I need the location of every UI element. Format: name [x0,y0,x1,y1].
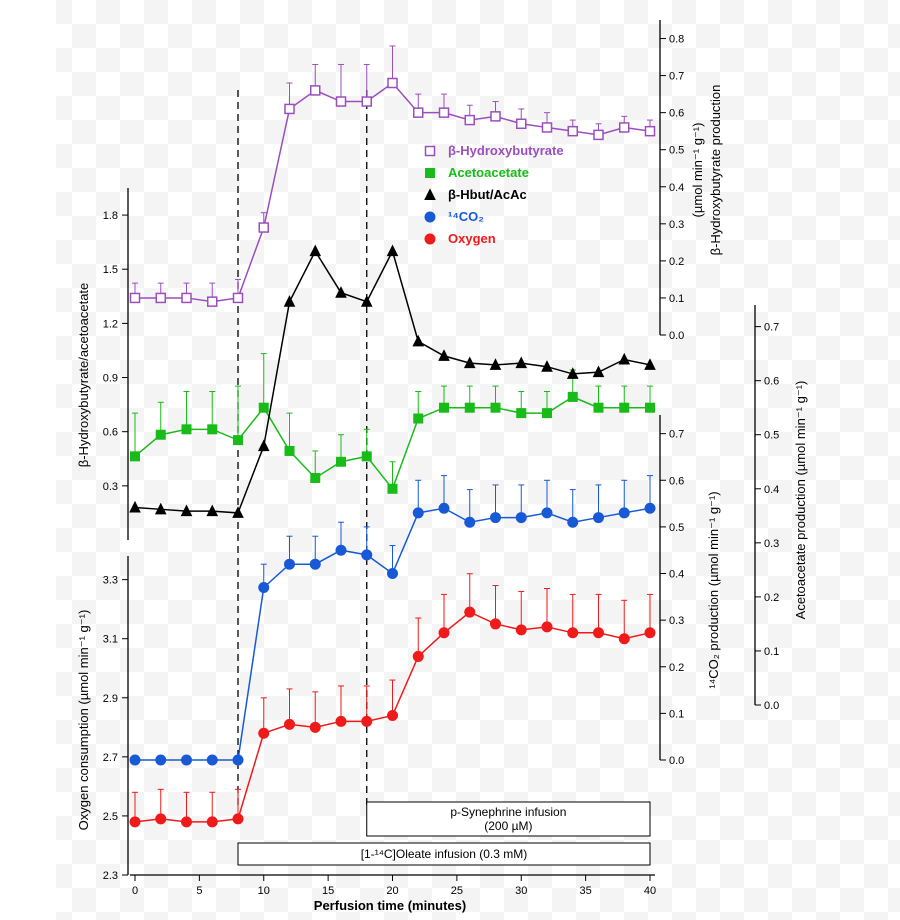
svg-text:1.2: 1.2 [103,318,118,330]
svg-text:0.5: 0.5 [669,522,684,534]
info-box-syn-line1: p-Synephrine infusion [450,805,566,819]
svg-text:30: 30 [515,885,527,897]
svg-text:0.1: 0.1 [669,293,684,305]
svg-text:0.4: 0.4 [669,569,684,581]
info-box-oleate: [1-¹⁴C]Oleate infusion (0.3 mM) [238,843,650,865]
svg-text:0.6: 0.6 [764,376,779,388]
legend-item-0: β-Hydroxybutyrate [448,143,564,158]
svg-text:0.1: 0.1 [669,708,684,720]
svg-text:0.5: 0.5 [764,430,779,442]
chart-svg: 0.3 0.6 0.9 1.2 1.5 1.8 β-Hydroxybutyrate/acet… [0,0,900,920]
svg-text:0.7: 0.7 [669,429,684,441]
svg-text:0.3: 0.3 [764,538,779,550]
svg-text:2.9: 2.9 [103,693,118,705]
svg-text:0: 0 [132,885,138,897]
info-box-syn: p-Synephrine infusion(200 µM) [367,802,650,836]
svg-text:0.5: 0.5 [669,145,684,157]
svg-text:3.3: 3.3 [103,575,118,587]
svg-text:2.3: 2.3 [103,870,118,882]
svg-text:15: 15 [322,885,334,897]
checker-bg [56,0,900,920]
svg-text:0.0: 0.0 [669,755,684,767]
svg-text:(µmol min⁻¹ g⁻¹): (µmol min⁻¹ g⁻¹) [690,123,705,218]
svg-text:0.2: 0.2 [669,256,684,268]
svg-text:0.8: 0.8 [669,34,684,46]
info-box-syn-line2: (200 µM) [484,819,532,833]
svg-text:0.9: 0.9 [103,373,118,385]
axis-title-oxygen: Oxygen consumption (µmol min⁻¹ g⁻¹) [76,610,91,831]
svg-text:10: 10 [258,885,270,897]
svg-text:0.7: 0.7 [764,322,779,334]
axis-title-acac: Acetoacetate production (µmol min⁻¹ g⁻¹) [793,381,808,620]
svg-text:0.2: 0.2 [669,662,684,674]
svg-text:1.8: 1.8 [103,210,118,222]
svg-text:25: 25 [451,885,463,897]
svg-text:0.0: 0.0 [669,330,684,342]
svg-text:35: 35 [580,885,592,897]
svg-text:20: 20 [386,885,398,897]
svg-text:0.4: 0.4 [764,484,779,496]
svg-text:0.4: 0.4 [669,182,684,194]
svg-text:β-Hydroxybutyrate production: β-Hydroxybutyrate production [708,85,723,256]
svg-text:3.1: 3.1 [103,634,118,646]
axis-title-ratio: β-Hydroxybutyrate/acetoacetate [76,283,91,468]
svg-text:0.6: 0.6 [669,108,684,120]
chart-root: 0.3 0.6 0.9 1.2 1.5 1.8 β-Hydroxybutyrate/acet… [0,0,900,920]
legend-item-3: ¹⁴CO₂ [448,209,484,224]
x-axis-title: Perfusion time (minutes) [314,898,466,913]
svg-text:0.3: 0.3 [669,219,684,231]
svg-text:0.7: 0.7 [669,71,684,83]
svg-text:0.3: 0.3 [669,615,684,627]
info-box-oleate-line1: [1-¹⁴C]Oleate infusion (0.3 mM) [361,847,528,861]
svg-text:0.2: 0.2 [764,592,779,604]
legend-item-2: β-Hbut/AcAc [448,187,527,202]
svg-text:2.7: 2.7 [103,752,118,764]
svg-text:40: 40 [644,885,656,897]
svg-text:0.6: 0.6 [669,475,684,487]
svg-text:5: 5 [196,885,202,897]
axis-title-co2: ¹⁴CO₂ production (µmol min⁻¹ g⁻¹) [706,491,721,688]
svg-text:1.5: 1.5 [103,264,118,276]
svg-text:0.1: 0.1 [764,646,779,658]
svg-text:0.0: 0.0 [764,700,779,712]
legend-item-1: Acetoacetate [448,165,529,180]
svg-text:0.6: 0.6 [103,427,118,439]
svg-text:2.5: 2.5 [103,811,118,823]
legend-item-4: Oxygen [448,231,496,246]
svg-text:0.3: 0.3 [103,481,118,493]
